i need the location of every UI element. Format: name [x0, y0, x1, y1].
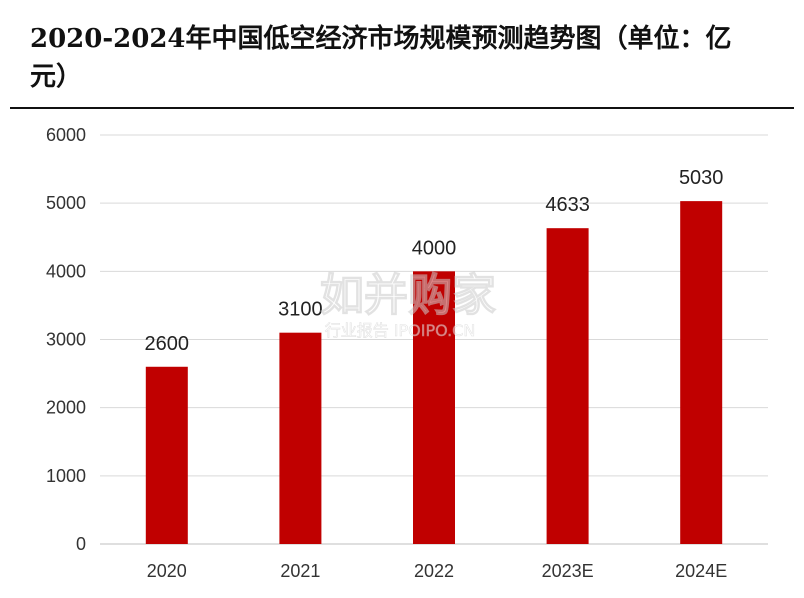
data-label: 4633 — [545, 194, 590, 216]
x-tick-label: 2020 — [147, 561, 187, 581]
y-tick-label: 2000 — [46, 398, 86, 418]
title-divider — [10, 107, 794, 109]
x-tick-label: 2021 — [280, 561, 320, 581]
data-label: 2600 — [145, 333, 190, 355]
bar — [413, 271, 455, 544]
data-label: 4000 — [412, 237, 457, 259]
watermark-sub: 行业报告 IPOIPO.CN — [325, 321, 476, 340]
data-label: 3100 — [278, 299, 323, 321]
x-axis-ticks: 2020 2021 2022 2023E 2024E — [147, 561, 727, 581]
x-tick-label: 2022 — [414, 561, 454, 581]
bar — [546, 228, 589, 544]
data-label: 5030 — [679, 167, 724, 189]
x-tick-label: 2023E — [542, 561, 594, 581]
x-tick-label: 2024E — [675, 561, 727, 581]
bar — [680, 201, 723, 544]
bars — [145, 201, 723, 544]
y-tick-label: 1000 — [46, 466, 86, 486]
watermark-brand: 如并购家 — [320, 270, 496, 321]
y-tick-label: 3000 — [46, 330, 86, 350]
y-tick-label: 4000 — [46, 261, 86, 281]
chart-title: 2020-2024年中国低空经济市场规模预测趋势图（单位：亿元） — [30, 24, 732, 92]
bar — [145, 366, 188, 544]
watermark: 如并购家 行业报告 IPOIPO.CN — [320, 270, 497, 341]
bar — [279, 332, 322, 544]
data-labels: 2600 3100 4000 4633 5030 — [145, 167, 724, 355]
y-tick-label: 5000 — [46, 193, 86, 213]
y-axis-ticks: 0 1000 2000 3000 4000 5000 6000 — [46, 125, 86, 554]
y-tick-label: 6000 — [46, 125, 86, 145]
y-tick-label: 0 — [76, 534, 86, 554]
